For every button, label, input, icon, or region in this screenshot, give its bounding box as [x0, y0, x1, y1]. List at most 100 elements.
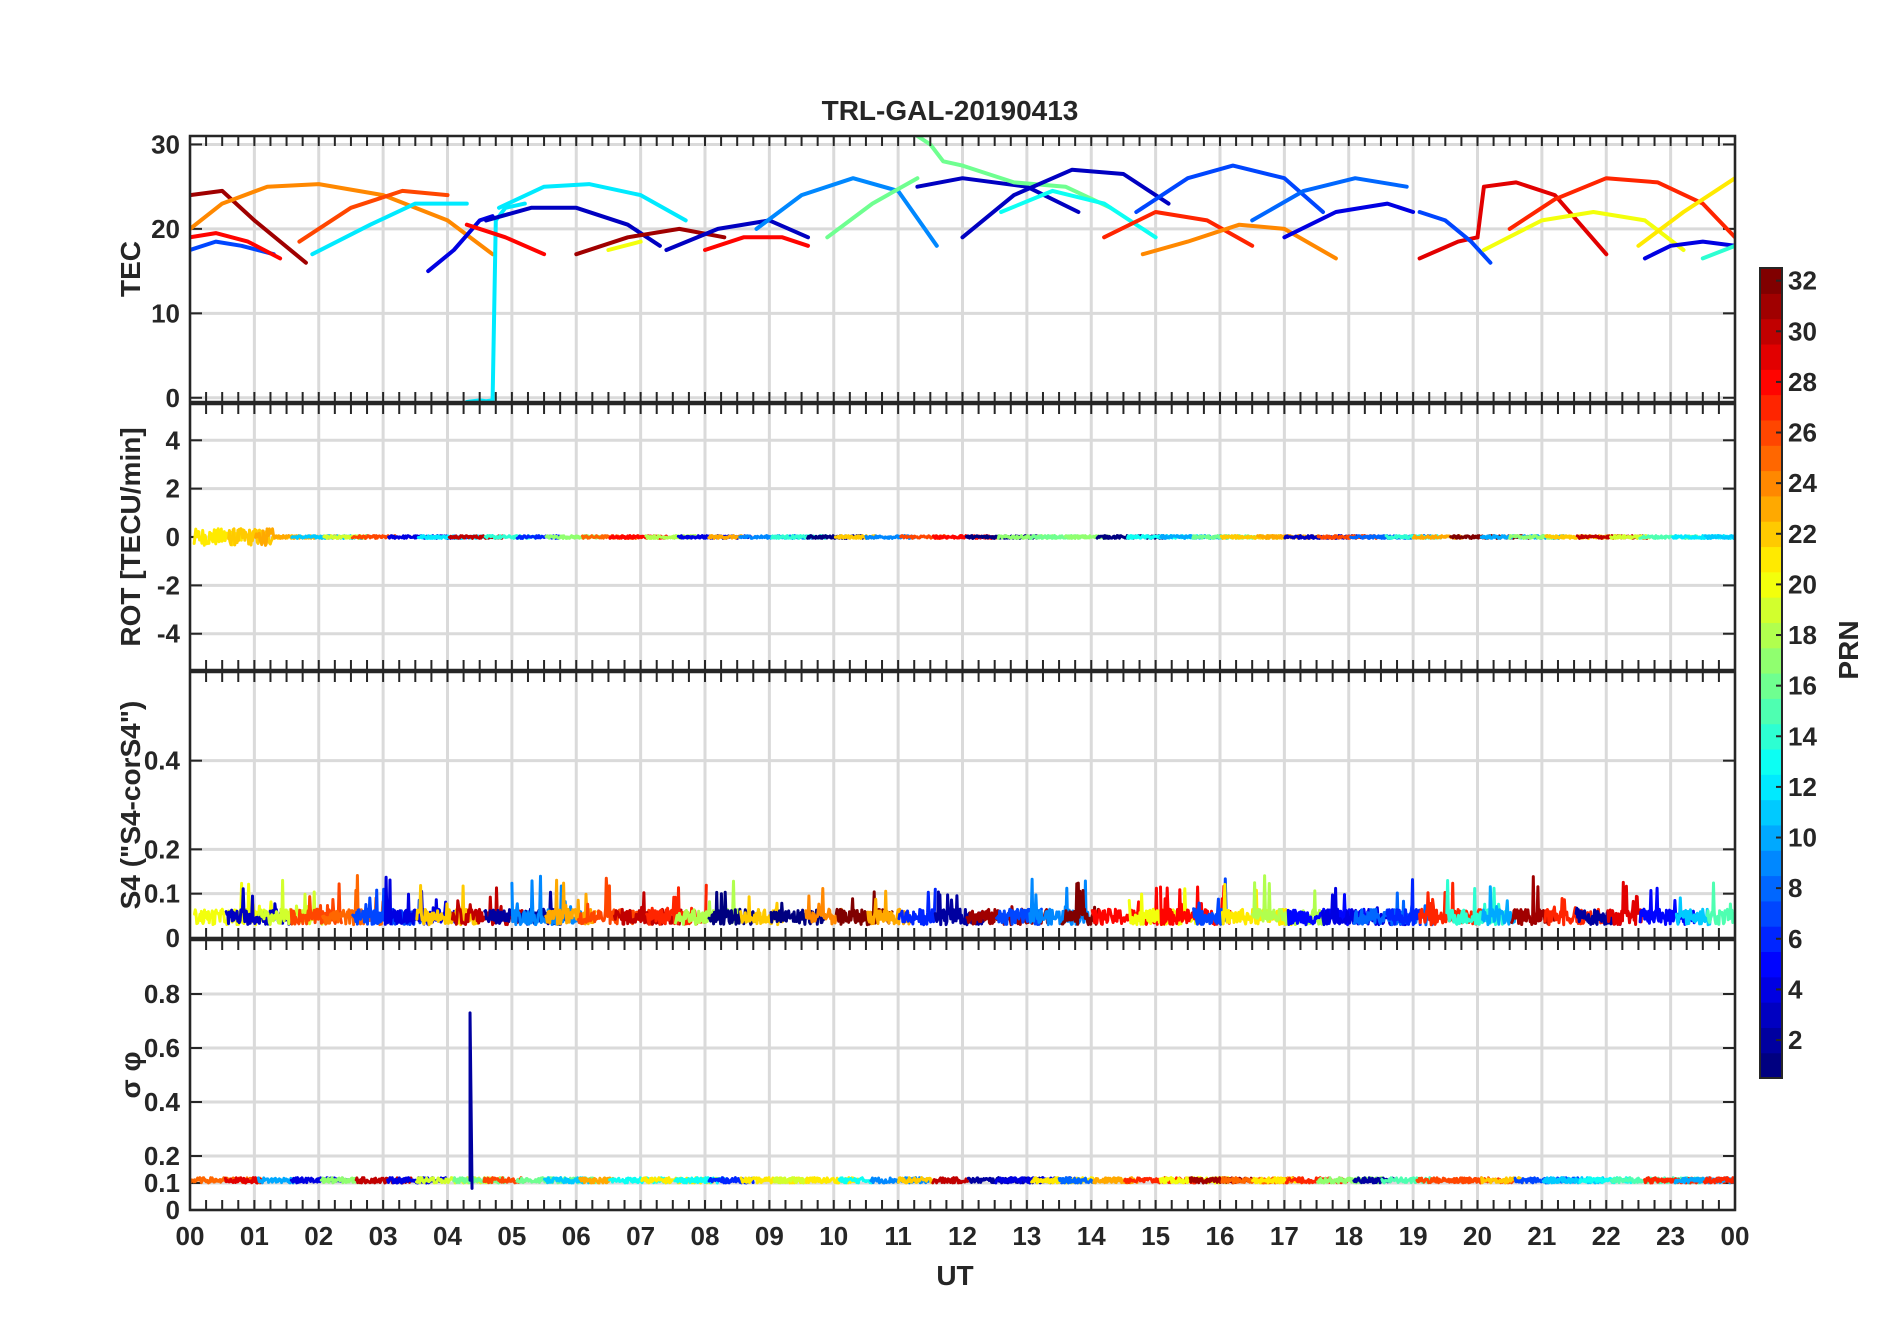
- x-tick-label: 19: [1399, 1221, 1428, 1251]
- y-tick-label: 0.1: [144, 1168, 180, 1198]
- series-line: [804, 887, 844, 926]
- colorbar-tick-label: 14: [1788, 721, 1817, 751]
- y-tick-label: 0: [166, 522, 180, 552]
- data-series: [190, 136, 1735, 402]
- data-series: [190, 1011, 1735, 1190]
- y-tick-label: 0.6: [144, 1033, 180, 1063]
- y-axis-label: σ φ: [115, 1052, 146, 1099]
- series-line: [1606, 880, 1644, 926]
- colorbar-swatch: [1760, 521, 1782, 548]
- y-tick-label: 4: [166, 425, 181, 455]
- colorbar-swatch: [1760, 546, 1782, 573]
- series-line: [1674, 896, 1713, 927]
- series-line: [1705, 881, 1735, 926]
- colorbar-swatch: [1760, 597, 1782, 623]
- colorbar-swatch: [1760, 268, 1782, 294]
- colorbar-swatch: [1760, 495, 1782, 522]
- colorbar-swatch: [1760, 293, 1782, 320]
- tec-panel: 0 10 20 30 TEC: [115, 129, 1737, 413]
- y-tick-label: 30: [151, 129, 180, 159]
- series-line: [319, 1176, 361, 1185]
- x-axis-label: UT: [936, 1260, 973, 1291]
- x-tick-label: 16: [1206, 1221, 1235, 1251]
- colorbar-swatch: [1760, 774, 1782, 801]
- series-line: [960, 167, 1171, 240]
- x-tick-label: 07: [626, 1221, 655, 1251]
- y-axis-label: ROT [TECU/min]: [115, 427, 146, 646]
- colorbar-tick-label: 12: [1788, 772, 1817, 802]
- y-tick-label: 0.1: [144, 879, 180, 909]
- colorbar-swatch: [1760, 824, 1782, 851]
- y-tick-label: -4: [157, 619, 181, 649]
- colorbar-swatch: [1760, 951, 1782, 978]
- series-line: [834, 890, 894, 927]
- x-tick-label: 21: [1527, 1221, 1556, 1251]
- series-line: [1282, 201, 1416, 240]
- series-line: [574, 226, 727, 257]
- colorbar-tick-label: 2: [1788, 1025, 1802, 1055]
- series-line: [897, 1176, 935, 1185]
- series-line: [1250, 176, 1409, 223]
- series-line: [1702, 1176, 1735, 1185]
- x-tick-label: 11: [884, 1221, 912, 1251]
- series-line: [1636, 176, 1735, 248]
- y-tick-label: 0.4: [144, 746, 181, 776]
- colorbar-swatch: [1760, 1002, 1782, 1028]
- colorbar-tick-label: 6: [1788, 924, 1802, 954]
- colorbar-tick-label: 26: [1788, 418, 1817, 448]
- y-axis-label: TEC: [115, 241, 146, 297]
- series-line: [915, 176, 1081, 214]
- series-line: [999, 188, 1158, 240]
- colorbar-swatch: [1760, 723, 1782, 750]
- series-line: [1481, 885, 1518, 927]
- colorbar-tick-label: 8: [1788, 873, 1802, 903]
- colorbar-tick-label: 20: [1788, 569, 1817, 599]
- series-line: [897, 887, 937, 927]
- series-line: [606, 239, 643, 252]
- sigma-phi-panel: 00.10.2 0.4 0.6 0.8 σ φ: [115, 938, 1737, 1225]
- x-tick-label: 03: [369, 1221, 398, 1251]
- y-tick-label: 0: [166, 383, 180, 413]
- colorbar-tick-label: 28: [1788, 367, 1817, 397]
- y-tick-label: 0: [166, 1195, 180, 1225]
- y-tick-label: 0.2: [144, 1141, 180, 1171]
- series-line: [915, 136, 965, 168]
- colorbar-swatch: [1760, 445, 1782, 472]
- y-tick-label: 0: [166, 923, 180, 953]
- series-line: [1057, 1176, 1094, 1185]
- colorbar-swatch: [1760, 900, 1782, 927]
- x-tick-label: 14: [1077, 1221, 1106, 1251]
- colorbar-tick-label: 4: [1788, 974, 1803, 1004]
- series-line: [754, 176, 939, 248]
- colorbar-swatch: [1760, 673, 1782, 699]
- colorbar-tick-label: 10: [1788, 823, 1817, 853]
- x-tick-label: 01: [240, 1221, 269, 1251]
- chart-title: TRL-GAL-20190413: [822, 95, 1079, 126]
- colorbar-swatch: [1760, 318, 1782, 345]
- x-tick-label: 08: [691, 1221, 720, 1251]
- series-line: [310, 201, 469, 257]
- x-tick-label: 22: [1592, 1221, 1621, 1251]
- series-line: [223, 1176, 265, 1185]
- series-line: [1642, 239, 1735, 261]
- colorbar-tick-label: 16: [1788, 671, 1817, 701]
- colorbar-swatch: [1760, 698, 1782, 725]
- series-line: [825, 176, 920, 240]
- series-line: [297, 188, 450, 244]
- series-line: [931, 1176, 969, 1185]
- series-line: [1140, 222, 1338, 261]
- data-series: [193, 874, 1735, 927]
- y-tick-label: 10: [151, 298, 180, 328]
- x-tick-label: 00: [176, 1221, 205, 1251]
- series-line: [190, 182, 495, 257]
- series-line: [190, 239, 276, 257]
- x-tick-label: 17: [1270, 1221, 1299, 1251]
- y-tick-label: 0.8: [144, 979, 180, 1009]
- x-tick-label: 06: [562, 1221, 591, 1251]
- x-tick-label: 15: [1141, 1221, 1170, 1251]
- colorbar-swatch: [1760, 1027, 1782, 1054]
- x-tick-label: 09: [755, 1221, 784, 1251]
- x-axis: 00 01 02 03 04 05 06 07 08 09 10 11 12 13 14 15 16 17 18 19…: [176, 1221, 1750, 1251]
